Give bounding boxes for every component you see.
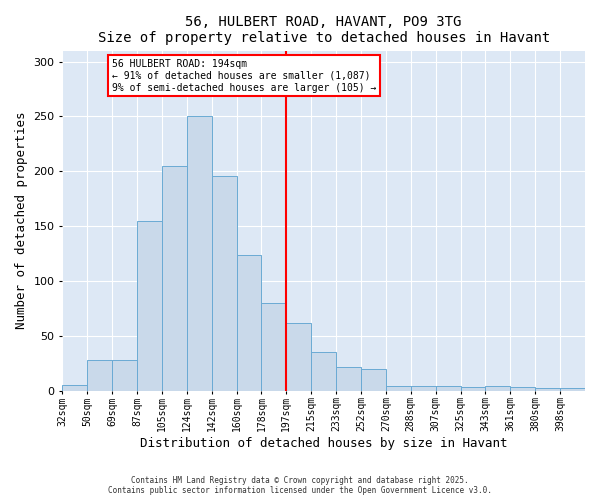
Bar xyxy=(262,303,286,390)
Bar xyxy=(560,388,585,390)
Bar xyxy=(236,254,262,390)
Bar xyxy=(112,360,137,390)
Bar xyxy=(187,116,212,390)
Bar xyxy=(436,386,461,390)
Text: 56 HULBERT ROAD: 194sqm
← 91% of detached houses are smaller (1,087)
9% of semi-: 56 HULBERT ROAD: 194sqm ← 91% of detache… xyxy=(112,60,376,92)
Bar xyxy=(535,388,560,390)
Bar xyxy=(62,385,87,390)
Bar xyxy=(336,366,361,390)
Bar xyxy=(162,166,187,390)
Bar xyxy=(461,388,485,390)
Bar xyxy=(286,322,311,390)
Bar xyxy=(386,386,411,390)
Bar xyxy=(485,386,511,390)
X-axis label: Distribution of detached houses by size in Havant: Distribution of detached houses by size … xyxy=(140,437,508,450)
Bar xyxy=(411,386,436,390)
Y-axis label: Number of detached properties: Number of detached properties xyxy=(15,112,28,330)
Title: 56, HULBERT ROAD, HAVANT, PO9 3TG
Size of property relative to detached houses i: 56, HULBERT ROAD, HAVANT, PO9 3TG Size o… xyxy=(98,15,550,45)
Text: Contains HM Land Registry data © Crown copyright and database right 2025.
Contai: Contains HM Land Registry data © Crown c… xyxy=(108,476,492,495)
Bar xyxy=(137,220,162,390)
Bar xyxy=(87,360,112,390)
Bar xyxy=(311,352,336,391)
Bar xyxy=(511,388,535,390)
Bar xyxy=(361,368,386,390)
Bar xyxy=(212,176,236,390)
